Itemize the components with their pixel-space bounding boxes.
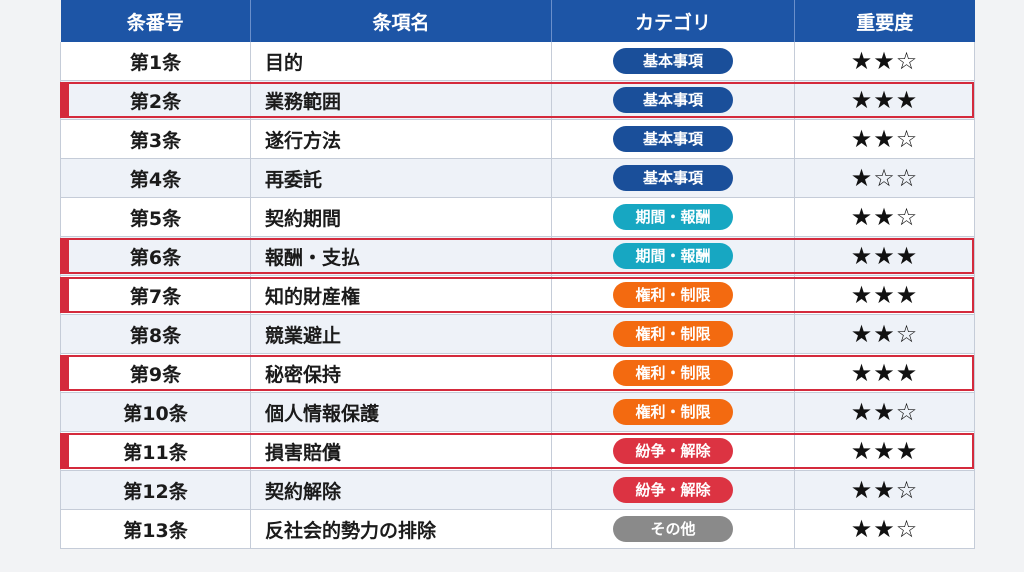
- clause-category-cell: 期間・報酬: [551, 197, 795, 237]
- clause-number: 第12条: [60, 470, 251, 510]
- clause-number: 第1条: [60, 42, 251, 81]
- clause-category-cell: 権利・制限: [551, 392, 795, 432]
- table-row: 第7条 知的財産権 権利・制限 ★★★: [60, 275, 975, 315]
- clause-table: 条番号 条項名 カテゴリ 重要度 第1条 目的 基本事項 ★★☆ 第2条 業務範囲 基本事項…: [60, 0, 975, 549]
- clause-name: 競業避止: [250, 314, 552, 354]
- clause-name: 再委託: [250, 158, 552, 198]
- clause-number: 第13条: [60, 509, 251, 549]
- clause-category-cell: 権利・制限: [551, 275, 795, 315]
- clause-category-cell: 基本事項: [551, 42, 795, 81]
- category-badge: その他: [613, 516, 733, 542]
- clause-category-cell: 基本事項: [551, 80, 795, 120]
- category-badge: 基本事項: [613, 165, 733, 191]
- clause-name: 遂行方法: [250, 119, 552, 159]
- clause-category-cell: 期間・報酬: [551, 236, 795, 276]
- clause-name: 秘密保持: [250, 353, 552, 393]
- clause-name: 報酬・支払: [250, 236, 552, 276]
- importance-stars: ★★★: [794, 80, 975, 120]
- clause-name: 知的財産権: [250, 275, 552, 315]
- clause-number: 第4条: [60, 158, 251, 198]
- clause-category-cell: 基本事項: [551, 119, 795, 159]
- category-badge: 権利・制限: [613, 360, 733, 386]
- category-badge: 権利・制限: [613, 399, 733, 425]
- table-body: 第1条 目的 基本事項 ★★☆ 第2条 業務範囲 基本事項 ★★★ 第3条 遂行方法 基本事項 ★★☆…: [60, 42, 975, 549]
- table-row: 第4条 再委託 基本事項 ★☆☆: [60, 158, 975, 198]
- clause-name: 損害賠償: [250, 431, 552, 471]
- clause-name: 反社会的勢力の排除: [250, 509, 552, 549]
- importance-stars: ★★☆: [794, 197, 975, 237]
- header-number: 条番号: [60, 0, 251, 42]
- clause-number: 第11条: [60, 431, 251, 471]
- table-row: 第12条 契約解除 紛争・解除 ★★☆: [60, 470, 975, 510]
- importance-stars: ★★☆: [794, 119, 975, 159]
- table-row: 第8条 競業避止 権利・制限 ★★☆: [60, 314, 975, 354]
- clause-name: 業務範囲: [250, 80, 552, 120]
- importance-stars: ★★★: [794, 431, 975, 471]
- importance-stars: ★★☆: [794, 509, 975, 549]
- clause-category-cell: その他: [551, 509, 795, 549]
- clause-number: 第8条: [60, 314, 251, 354]
- importance-stars: ★☆☆: [794, 158, 975, 198]
- header-category: カテゴリ: [551, 0, 795, 42]
- table-row: 第6条 報酬・支払 期間・報酬 ★★★: [60, 236, 975, 276]
- importance-stars: ★★★: [794, 236, 975, 276]
- table-row: 第9条 秘密保持 権利・制限 ★★★: [60, 353, 975, 393]
- clause-number: 第2条: [60, 80, 251, 120]
- clause-number: 第10条: [60, 392, 251, 432]
- clause-number: 第7条: [60, 275, 251, 315]
- table-row: 第11条 損害賠償 紛争・解除 ★★★: [60, 431, 975, 471]
- clause-name: 契約解除: [250, 470, 552, 510]
- header-name: 条項名: [250, 0, 552, 42]
- category-badge: 基本事項: [613, 126, 733, 152]
- table-row: 第13条 反社会的勢力の排除 その他 ★★☆: [60, 509, 975, 549]
- clause-table-container: 条番号 条項名 カテゴリ 重要度 第1条 目的 基本事項 ★★☆ 第2条 業務範囲 基本事項…: [60, 0, 975, 549]
- category-badge: 紛争・解除: [613, 477, 733, 503]
- table-row: 第2条 業務範囲 基本事項 ★★★: [60, 80, 975, 120]
- importance-stars: ★★★: [794, 353, 975, 393]
- clause-name: 目的: [250, 42, 552, 81]
- table-row: 第5条 契約期間 期間・報酬 ★★☆: [60, 197, 975, 237]
- importance-stars: ★★☆: [794, 470, 975, 510]
- importance-stars: ★★☆: [794, 392, 975, 432]
- table-row: 第10条 個人情報保護 権利・制限 ★★☆: [60, 392, 975, 432]
- clause-category-cell: 基本事項: [551, 158, 795, 198]
- clause-category-cell: 紛争・解除: [551, 470, 795, 510]
- table-row: 第3条 遂行方法 基本事項 ★★☆: [60, 119, 975, 159]
- clause-category-cell: 権利・制限: [551, 353, 795, 393]
- category-badge: 期間・報酬: [613, 243, 733, 269]
- clause-number: 第9条: [60, 353, 251, 393]
- category-badge: 期間・報酬: [613, 204, 733, 230]
- table-row: 第1条 目的 基本事項 ★★☆: [60, 42, 975, 81]
- importance-stars: ★★☆: [794, 314, 975, 354]
- category-badge: 基本事項: [613, 87, 733, 113]
- clause-number: 第6条: [60, 236, 251, 276]
- clause-name: 契約期間: [250, 197, 552, 237]
- category-badge: 基本事項: [613, 48, 733, 74]
- clause-number: 第3条: [60, 119, 251, 159]
- clause-number: 第5条: [60, 197, 251, 237]
- clause-category-cell: 紛争・解除: [551, 431, 795, 471]
- importance-stars: ★★☆: [794, 42, 975, 81]
- category-badge: 紛争・解除: [613, 438, 733, 464]
- table-header-row: 条番号 条項名 カテゴリ 重要度: [60, 0, 975, 42]
- header-importance: 重要度: [794, 0, 975, 42]
- clause-name: 個人情報保護: [250, 392, 552, 432]
- importance-stars: ★★★: [794, 275, 975, 315]
- clause-category-cell: 権利・制限: [551, 314, 795, 354]
- category-badge: 権利・制限: [613, 282, 733, 308]
- category-badge: 権利・制限: [613, 321, 733, 347]
